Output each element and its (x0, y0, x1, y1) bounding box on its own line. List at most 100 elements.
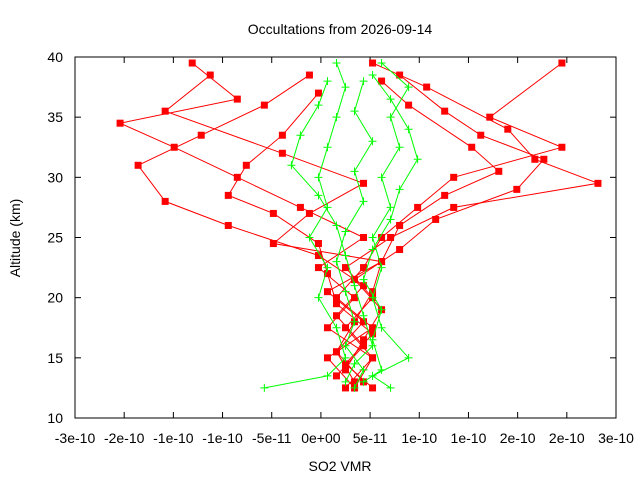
green-point (368, 137, 377, 146)
x-tick-label: -2e-10 (104, 430, 145, 446)
green-point (359, 311, 368, 320)
red-point (224, 191, 232, 199)
red-point (242, 161, 250, 169)
x-tick-label: 5e-11 (353, 430, 388, 446)
green-point (404, 353, 413, 362)
red-point (423, 83, 431, 91)
red-point (314, 240, 322, 248)
red-point (314, 264, 322, 272)
green-point (332, 257, 341, 266)
green-point (332, 113, 341, 122)
red-point (594, 179, 602, 187)
green-point (386, 383, 395, 392)
red-point (197, 131, 205, 139)
red-point (323, 324, 331, 332)
red-point (531, 155, 539, 163)
y-tick-label: 10 (47, 410, 63, 426)
red-point (396, 221, 404, 229)
red-point (360, 318, 368, 326)
x-axis-label: SO2 VMR (308, 458, 371, 474)
x-axis-ticks: -3e-10 -2e-10 -1e-10 -1e-10 -5e-11 0e+00 5e-11… (55, 57, 634, 446)
red-point (504, 125, 512, 133)
series-red (116, 59, 602, 392)
red-point (477, 131, 485, 139)
y-tick-label: 35 (47, 109, 63, 125)
green-point (395, 143, 404, 152)
x-tick-label: -3e-10 (55, 430, 96, 446)
red-point (360, 179, 368, 187)
y-axis-label: Altitude (km) (7, 199, 23, 278)
y-tick-label: 30 (47, 169, 63, 185)
y-tick-label: 20 (47, 290, 63, 306)
x-tick-label: 1e-10 (401, 430, 437, 446)
red-point (360, 234, 368, 241)
red-point (387, 234, 395, 241)
y-tick-label: 15 (47, 350, 63, 366)
green-point (404, 83, 413, 92)
red-point (314, 252, 322, 260)
red-point (414, 203, 422, 211)
x-tick-label: -5e-11 (252, 430, 292, 446)
red-point (396, 246, 404, 254)
green-point (368, 245, 377, 254)
x-tick-label: -1e-10 (153, 430, 194, 446)
red-point (351, 294, 359, 302)
x-tick-label: -1e-10 (202, 430, 243, 446)
red-point (170, 143, 178, 151)
green-point (323, 371, 332, 380)
green-point (377, 59, 386, 68)
green-point (359, 77, 368, 86)
red-point (351, 378, 359, 386)
green-point (260, 383, 269, 392)
y-tick-label: 25 (47, 230, 63, 246)
red-profile-line-1 (118, 62, 374, 389)
red-point (269, 240, 277, 248)
red-point (278, 149, 286, 157)
red-point (360, 282, 368, 290)
red-point (486, 113, 494, 121)
green-point (341, 353, 350, 362)
green-point (341, 251, 350, 260)
red-point (396, 71, 404, 79)
red-point (269, 209, 277, 217)
red-point (323, 354, 331, 362)
red-point (342, 384, 349, 392)
red-point (278, 131, 286, 139)
red-profile-line-3 (344, 62, 600, 389)
green-point (341, 287, 350, 296)
red-point (441, 107, 449, 115)
red-point (468, 143, 476, 151)
red-point (188, 59, 196, 67)
red-point (332, 372, 340, 380)
green-point (404, 125, 413, 134)
green-point (368, 71, 377, 80)
red-point (161, 197, 169, 205)
red-point (332, 300, 340, 308)
red-point (405, 101, 413, 109)
green-point (305, 233, 314, 242)
green-point (332, 323, 341, 332)
green-point (359, 197, 368, 206)
red-point (296, 203, 304, 211)
red-point (332, 312, 340, 320)
green-point (350, 107, 359, 116)
green-point (350, 281, 359, 290)
red-point (342, 366, 349, 374)
series-green (260, 59, 422, 392)
red-point (558, 59, 566, 67)
red-point (450, 203, 458, 211)
red-point (378, 77, 386, 85)
red-point (134, 161, 142, 169)
green-point (377, 365, 386, 374)
green-point (341, 377, 350, 386)
red-point (323, 288, 331, 296)
green-point (323, 143, 332, 152)
red-point (206, 71, 214, 79)
green-point (359, 275, 368, 284)
green-point (368, 233, 377, 242)
red-point (369, 330, 377, 338)
red-point (378, 234, 386, 241)
green-point (350, 167, 359, 176)
red-point (513, 185, 521, 193)
green-point (332, 59, 341, 68)
